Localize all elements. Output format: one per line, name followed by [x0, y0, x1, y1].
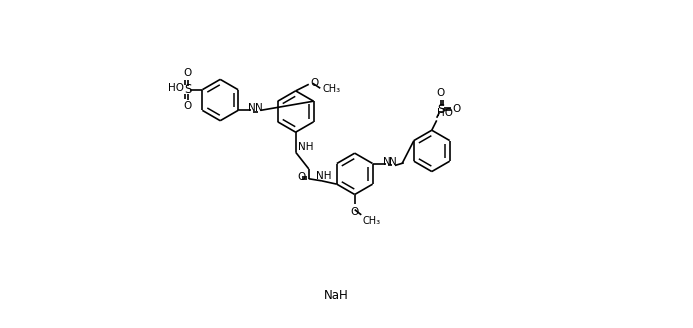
- Text: N: N: [389, 156, 397, 167]
- Text: O: O: [453, 104, 461, 114]
- Text: NH: NH: [316, 171, 331, 181]
- Text: N: N: [248, 103, 256, 113]
- Text: S: S: [437, 103, 445, 116]
- Text: O: O: [184, 68, 192, 78]
- Text: CH₃: CH₃: [322, 84, 341, 93]
- Text: O: O: [297, 172, 306, 182]
- Text: O: O: [310, 78, 319, 88]
- Text: O: O: [437, 89, 445, 98]
- Text: NH: NH: [298, 142, 314, 152]
- Text: N: N: [255, 103, 263, 113]
- Text: S: S: [184, 83, 191, 95]
- Text: O: O: [184, 101, 192, 111]
- Text: HO: HO: [437, 108, 453, 118]
- Text: O: O: [351, 207, 359, 217]
- Text: NaH: NaH: [324, 289, 349, 302]
- Text: CH₃: CH₃: [363, 216, 381, 226]
- Text: HO: HO: [168, 83, 184, 93]
- Text: N: N: [383, 156, 391, 167]
